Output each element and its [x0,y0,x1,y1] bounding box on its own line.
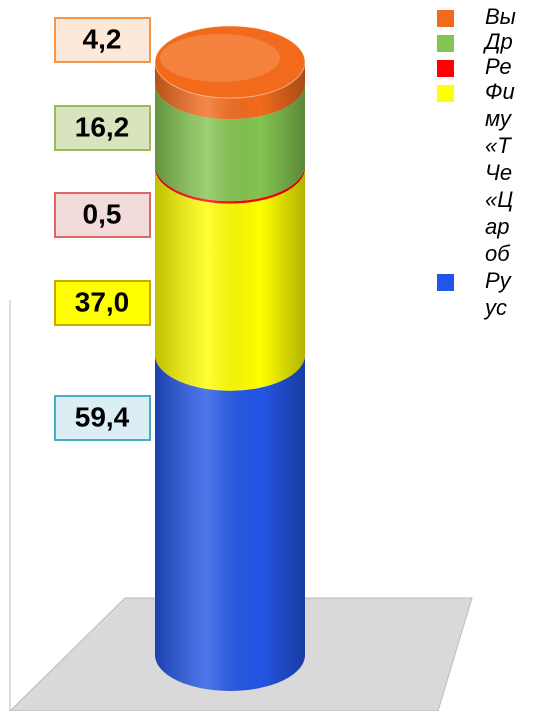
segment-shading [155,83,305,202]
legend-label: Др [482,29,513,54]
segment-shading [155,354,305,691]
value-label: 4,2 [83,23,122,54]
value-label: 37,0 [75,286,130,317]
segment-shading [155,62,305,120]
legend-swatch [437,60,454,77]
value-label-box [54,17,151,63]
legend-label: Фи му «Т Че «Ц ар об [485,79,515,266]
legend-label: Ре [485,54,512,79]
value-label: 16,2 [75,111,130,142]
cylinder-top [154,25,306,99]
value-label: 0,5 [83,198,122,229]
value-label-box [54,280,151,326]
value-label-box [54,105,151,151]
legend-swatch [437,85,454,102]
legend-label: Ру ус [483,268,513,320]
value-label: 59,4 [75,401,130,432]
legend-swatch [437,274,454,291]
legend-label: Вы [485,4,516,29]
value-label-box [54,192,151,238]
legend-swatch [437,35,454,52]
segment-shading [155,167,305,391]
value-label-box [54,395,151,441]
legend-swatch [437,10,454,27]
cylinder-top-highlight [160,34,280,82]
